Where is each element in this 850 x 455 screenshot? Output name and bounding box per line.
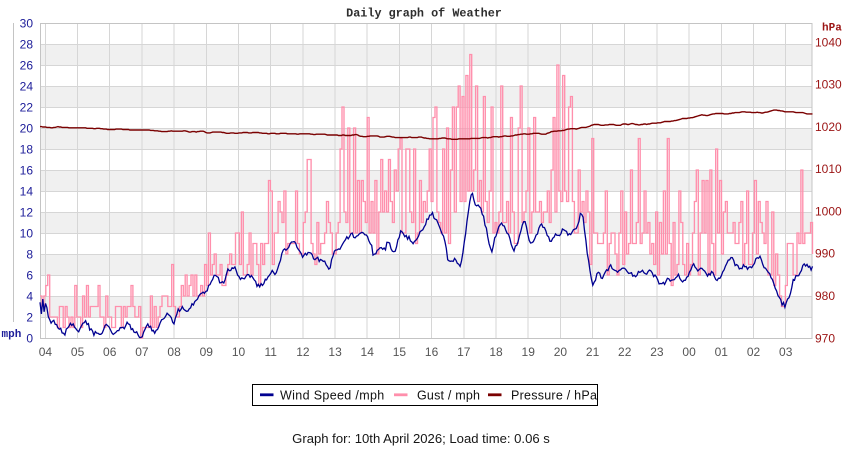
svg-text:14: 14 [20,184,34,198]
svg-text:26: 26 [20,58,34,72]
svg-text:00: 00 [682,345,696,359]
svg-text:01: 01 [715,345,729,359]
svg-text:10: 10 [232,345,246,359]
svg-text:22: 22 [618,345,632,359]
svg-text:09: 09 [200,345,214,359]
svg-text:21: 21 [586,345,600,359]
svg-text:2: 2 [26,310,33,324]
svg-text:1010: 1010 [815,162,842,176]
svg-text:14: 14 [361,345,375,359]
svg-text:Wind Speed /mph: Wind Speed /mph [280,388,385,402]
svg-text:07: 07 [135,345,149,359]
svg-text:12: 12 [296,345,310,359]
svg-text:18: 18 [489,345,503,359]
svg-text:hPa: hPa [822,23,842,35]
svg-text:980: 980 [815,289,835,303]
svg-text:10: 10 [20,226,34,240]
svg-text:Pressure / hPa: Pressure / hPa [511,388,597,402]
svg-text:0: 0 [26,331,33,345]
svg-text:1040: 1040 [815,35,842,49]
svg-text:05: 05 [71,345,85,359]
svg-text:08: 08 [167,345,181,359]
svg-text:mph: mph [2,329,22,341]
svg-text:970: 970 [815,331,835,345]
svg-text:15: 15 [393,345,407,359]
svg-text:Gust / mph: Gust / mph [417,388,480,402]
svg-text:24: 24 [20,79,34,93]
svg-text:1000: 1000 [815,204,842,218]
svg-text:17: 17 [457,345,471,359]
svg-text:20: 20 [554,345,568,359]
svg-text:1020: 1020 [815,120,842,134]
svg-text:12: 12 [20,205,34,219]
svg-text:03: 03 [779,345,793,359]
svg-text:19: 19 [522,345,536,359]
svg-text:11: 11 [264,345,277,359]
svg-text:Graph for: 10th April 2026; Lo: Graph for: 10th April 2026; Load time: 0… [292,431,550,446]
svg-text:13: 13 [328,345,342,359]
svg-text:16: 16 [425,345,439,359]
svg-text:990: 990 [815,247,835,261]
svg-text:1030: 1030 [815,78,842,92]
svg-text:23: 23 [650,345,664,359]
svg-text:16: 16 [20,163,34,177]
svg-text:22: 22 [20,100,34,114]
svg-text:04: 04 [39,345,53,359]
svg-text:6: 6 [26,268,33,282]
svg-text:8: 8 [26,247,33,261]
svg-text:28: 28 [20,37,34,51]
svg-text:06: 06 [103,345,117,359]
svg-text:Daily graph of Weather: Daily graph of Weather [346,7,502,21]
svg-text:4: 4 [26,289,33,303]
svg-text:20: 20 [20,121,34,135]
svg-text:18: 18 [20,142,34,156]
svg-text:30: 30 [20,16,34,30]
svg-text:02: 02 [747,345,761,359]
